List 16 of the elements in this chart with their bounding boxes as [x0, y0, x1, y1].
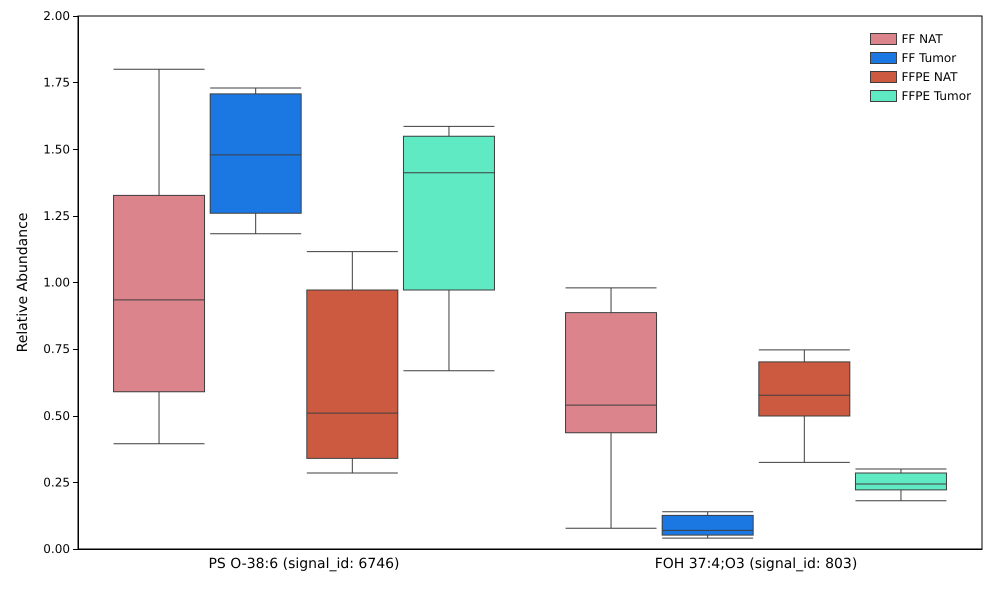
y-tick-label: 0.50: [43, 408, 70, 423]
y-tick-label: 0.25: [43, 475, 70, 490]
y-tick-label: 1.75: [43, 76, 70, 90]
x-tick-label: PS O-38:6 (signal_id: 6746): [208, 556, 400, 572]
y-tick-label: 1.50: [43, 142, 70, 156]
y-tick-label: 1.25: [43, 208, 70, 223]
y-tick-label: 2.00: [43, 9, 70, 23]
y-tick-label: 0.00: [43, 542, 70, 556]
legend-label: FF Tumor: [901, 51, 956, 65]
legend-label: FFPE Tumor: [901, 89, 972, 103]
y-tick-label: 0.75: [43, 342, 70, 356]
y-tick-label: 1.00: [43, 276, 70, 290]
x-tick-label: FOH 37:4;O3 (signal_id: 803): [654, 556, 858, 572]
legend-label: FFPE NAT: [901, 70, 958, 84]
legend-label: FF NAT: [901, 32, 944, 46]
y-axis-title: Relative Abundance: [15, 212, 31, 352]
